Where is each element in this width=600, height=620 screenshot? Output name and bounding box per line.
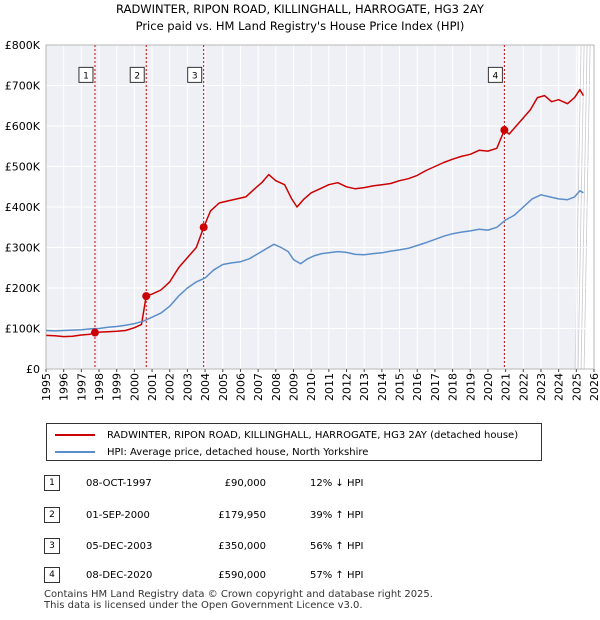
sale-date: 08-OCT-1997 [86, 478, 152, 489]
y-tick-label: £500K [5, 161, 41, 174]
x-tick-label: 2009 [287, 373, 300, 401]
x-tick-label: 2023 [535, 373, 548, 401]
x-tick-label: 2013 [358, 373, 371, 401]
sale-hpi-change: 57% ↑ HPI [310, 570, 364, 581]
sale-marker-label: 3 [192, 71, 198, 81]
x-tick-label: 2019 [464, 373, 477, 401]
sales-table-row: 2 01-SEP-2000 £179,950 39% ↑ HPI [0, 507, 600, 527]
x-tick-label: 2004 [199, 373, 212, 401]
x-tick-label: 2005 [217, 373, 230, 401]
hpi-line [45, 190, 584, 332]
x-tick-label: 1995 [40, 373, 53, 401]
legend-label-property: RADWINTER, RIPON ROAD, KILLINGHALL, HARR… [107, 429, 519, 441]
sale-number-badge: 4 [44, 567, 60, 583]
x-tick-label: 2015 [394, 373, 407, 401]
x-tick-label: 1999 [111, 373, 124, 401]
x-tick-label: 2003 [181, 373, 194, 401]
x-tick-label: 2001 [146, 373, 159, 401]
sale-number-badge: 2 [44, 507, 60, 523]
x-tick-label: 2014 [376, 373, 389, 401]
plot-frame [45, 44, 595, 370]
x-tick-label: 2012 [341, 373, 354, 401]
sale-number-badge: 3 [44, 538, 60, 554]
legend-item-property: RADWINTER, RIPON ROAD, KILLINGHALL, HARR… [55, 428, 518, 442]
chart-title: RADWINTER, RIPON ROAD, KILLINGHALL, HARR… [116, 2, 485, 16]
x-tick-label: 2007 [252, 373, 265, 401]
x-tick-label: 2021 [500, 373, 513, 401]
chart-legend: RADWINTER, RIPON ROAD, KILLINGHALL, HARR… [46, 423, 542, 461]
chart-subtitle: Price paid vs. HM Land Registry's House … [136, 19, 465, 33]
x-tick-label: 2000 [128, 373, 141, 401]
y-tick-label: £400K [5, 201, 41, 214]
x-tick-label: 2025 [570, 373, 583, 401]
x-tick-label: 2026 [588, 373, 600, 401]
sale-date: 08-DEC-2020 [86, 570, 153, 581]
x-tick-label: 2024 [553, 373, 566, 401]
footer-licence: This data is licensed under the Open Gov… [44, 600, 363, 611]
y-tick-label: £700K [5, 80, 41, 93]
x-tick-label: 2016 [411, 373, 424, 401]
legend-label-hpi: HPI: Average price, detached house, Nort… [107, 446, 369, 458]
x-tick-label: 1996 [58, 373, 71, 401]
x-tick-label: 2002 [164, 373, 177, 401]
x-tick-label: 2010 [305, 373, 318, 401]
sale-date: 05-DEC-2003 [86, 541, 153, 552]
sale-price: £350,000 [218, 541, 266, 552]
sale-price: £590,000 [218, 570, 266, 581]
sale-point [90, 328, 99, 337]
sale-price: £179,950 [218, 510, 266, 521]
sale-price: £90,000 [224, 478, 266, 489]
legend-swatch-property [55, 434, 95, 436]
x-tick-label: 1997 [75, 373, 88, 401]
sale-hpi-change: 56% ↑ HPI [310, 541, 364, 552]
sale-hpi-change: 12% ↓ HPI [310, 478, 364, 489]
sale-marker-box [487, 66, 503, 83]
y-tick-label: £100K [5, 323, 41, 336]
footer-copyright: Contains HM Land Registry data © Crown c… [44, 589, 433, 600]
footer-attribution: Contains HM Land Registry data © Crown c… [44, 589, 433, 611]
sale-number-badge: 1 [44, 475, 60, 491]
x-tick-label: 1998 [93, 373, 106, 401]
sale-point [142, 292, 151, 301]
sale-marker-label: 2 [134, 71, 140, 81]
legend-swatch-hpi [55, 451, 95, 453]
sale-point [199, 223, 208, 232]
x-tick-label: 2017 [429, 373, 442, 401]
property-price-line [45, 88, 585, 338]
sale-date: 01-SEP-2000 [86, 510, 150, 521]
y-tick-label: £300K [5, 242, 41, 255]
x-tick-label: 2022 [517, 373, 530, 401]
x-tick-label: 2018 [447, 373, 460, 401]
legend-item-hpi: HPI: Average price, detached house, Nort… [55, 445, 368, 459]
sale-hpi-change: 39% ↑ HPI [310, 510, 364, 521]
sale-point [500, 126, 509, 135]
y-tick-label: £0 [26, 363, 40, 376]
sale-marker-label: 4 [493, 71, 499, 81]
sale-marker-box [129, 66, 145, 83]
x-tick-label: 2008 [270, 373, 283, 401]
y-tick-label: £200K [5, 282, 41, 295]
sales-table-row: 3 05-DEC-2003 £350,000 56% ↑ HPI [0, 538, 600, 558]
price-chart: 1 2 3 4 £0 £100K £200K £300K £400K £500K £600K £70… [5, 2, 600, 401]
x-tick-label: 2020 [482, 373, 495, 401]
x-tick-label: 2011 [323, 373, 336, 401]
sales-table-row: 1 08-OCT-1997 £90,000 12% ↓ HPI [0, 475, 600, 495]
sale-marker-box [187, 66, 203, 83]
y-tick-label: £800K [5, 39, 41, 52]
sale-marker-box [78, 66, 94, 83]
x-tick-label: 2006 [234, 373, 247, 401]
sale-marker-label: 1 [83, 71, 89, 81]
y-tick-label: £600K [5, 120, 41, 133]
sales-table-row: 4 08-DEC-2020 £590,000 57% ↑ HPI [0, 567, 600, 587]
